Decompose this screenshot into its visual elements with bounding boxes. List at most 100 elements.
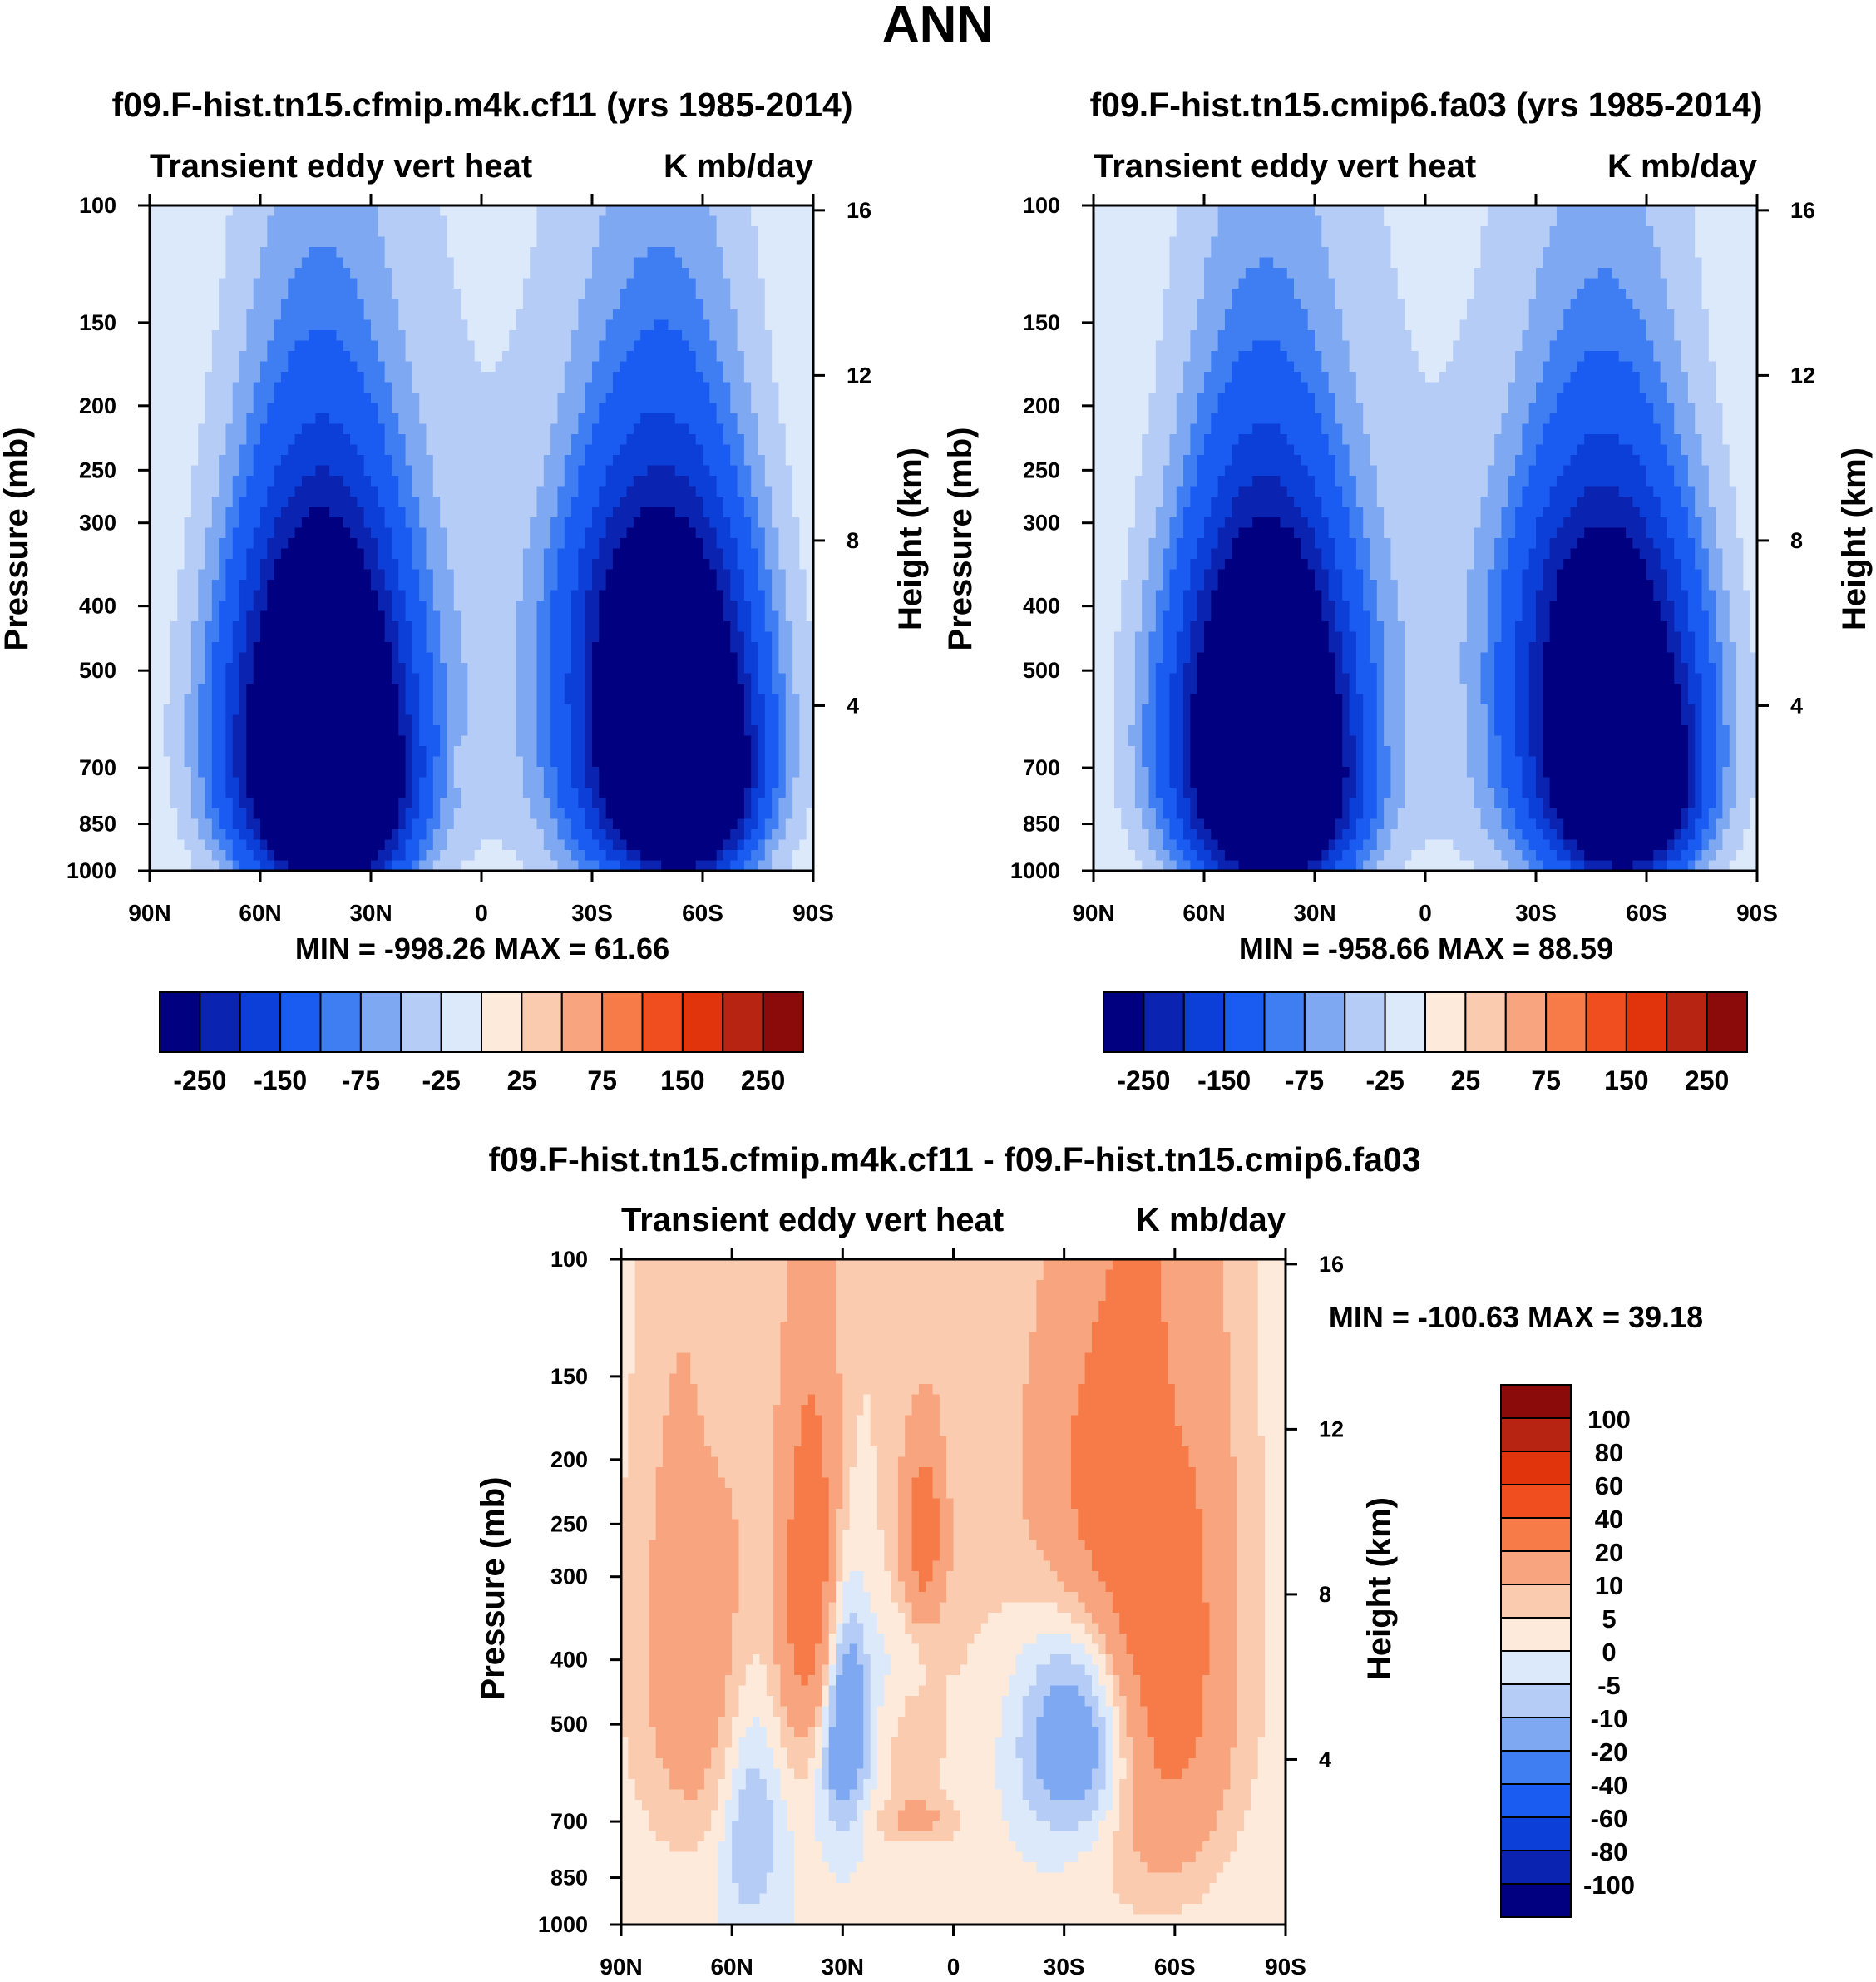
contour-cell — [357, 361, 386, 373]
contour-cell — [599, 413, 641, 425]
contour-cell — [1217, 393, 1316, 404]
contour-cell — [536, 486, 559, 497]
contour-cell — [426, 818, 441, 830]
contour-cell — [432, 829, 448, 841]
contour-cell — [1549, 839, 1564, 851]
contour-cell — [1105, 1654, 1113, 1666]
contour-cell — [876, 1727, 899, 1738]
contour-cell — [585, 767, 600, 778]
contour-cell — [585, 444, 620, 456]
contour-cell — [1022, 1384, 1079, 1396]
contour-cell — [426, 850, 441, 862]
contour-cell — [1701, 299, 1758, 310]
contour-cell — [732, 1768, 747, 1780]
contour-cell — [792, 798, 814, 809]
contour-cell — [612, 839, 628, 851]
contour-cell — [1176, 663, 1184, 675]
contour-cell — [536, 684, 551, 695]
contour-cell — [773, 1560, 788, 1572]
contour-cell — [1405, 860, 1474, 872]
contour-cell — [1169, 268, 1205, 279]
contour-cell — [1487, 829, 1509, 841]
contour-cell — [939, 1394, 1024, 1406]
contour-cell — [578, 839, 600, 851]
contour-cell — [260, 247, 309, 259]
contour-cell — [738, 1883, 768, 1895]
contour-cell — [1022, 1405, 1079, 1416]
contour-cell — [787, 1634, 822, 1645]
contour-cell — [150, 434, 199, 446]
contour-cell — [1701, 278, 1758, 289]
contour-cell — [773, 1602, 788, 1614]
contour-cell — [732, 1664, 747, 1676]
contour-cell — [621, 1747, 629, 1759]
contour-cell — [564, 517, 593, 529]
contour-cell — [773, 1456, 795, 1468]
contour-cell — [1182, 1768, 1232, 1780]
contour-cell — [1036, 1675, 1093, 1687]
contour-cell — [939, 1810, 961, 1821]
contour-cell — [1405, 694, 1468, 705]
contour-cell — [738, 1581, 774, 1593]
contour-cell — [792, 476, 814, 487]
contour-cell — [1459, 663, 1482, 675]
contour-cell — [787, 1259, 837, 1271]
contour-cell — [822, 1581, 837, 1593]
contour-cell — [753, 1654, 761, 1666]
contour-cell — [280, 299, 365, 310]
contour-cell — [1695, 642, 1710, 654]
contour-cell — [426, 434, 551, 446]
contour-cell — [799, 714, 814, 726]
contour-cell — [863, 1643, 885, 1655]
contour-cell — [1543, 642, 1668, 654]
contour-cell — [1708, 631, 1716, 643]
contour-cell — [1515, 517, 1537, 529]
contour-cell — [1050, 1789, 1086, 1801]
contour-cell — [1701, 767, 1716, 778]
contour-cell — [695, 278, 731, 289]
y2-tick-label: 12 — [847, 363, 871, 388]
contour-cell — [1112, 1654, 1134, 1666]
panel-1-axes: 90N 60N 30N 0 30S 60S 90S100150200250300400500… — [67, 193, 871, 926]
contour-cell — [1133, 1737, 1155, 1749]
contour-cell — [225, 580, 240, 591]
contour-cell — [1043, 1706, 1093, 1718]
contour-cell — [1459, 642, 1488, 654]
contour-cell — [461, 788, 524, 799]
contour-cell — [738, 1810, 774, 1821]
contour-cell — [1169, 580, 1191, 591]
contour-cell — [592, 257, 634, 269]
contour-cell — [870, 1592, 892, 1604]
contour-cell — [1232, 361, 1295, 373]
contour-cell — [1009, 1675, 1037, 1687]
contour-cell — [1163, 486, 1177, 497]
contour-cell — [225, 569, 247, 581]
contour-cell — [1729, 860, 1758, 872]
contour-cell — [329, 413, 378, 425]
y-tick-label: 700 — [550, 1809, 588, 1834]
contour-cell — [732, 1498, 774, 1510]
contour-cell — [432, 569, 455, 581]
contour-cell — [1252, 340, 1281, 352]
contour-cell — [1722, 704, 1737, 716]
contour-cell — [550, 694, 565, 705]
contour-cell — [274, 860, 289, 872]
contour-cell — [732, 1821, 774, 1832]
contour-cell — [1148, 788, 1157, 799]
contour-cell — [219, 486, 234, 497]
contour-cell — [822, 1758, 830, 1770]
contour-cell — [1342, 652, 1357, 664]
contour-cell — [764, 850, 773, 862]
contour-cell — [856, 1436, 871, 1447]
contour-cell — [716, 476, 738, 487]
contour-cell — [391, 289, 462, 300]
contour-cell — [849, 1509, 878, 1520]
contour-cell — [246, 559, 261, 571]
contour-cell — [578, 413, 600, 425]
contour-cell — [1237, 1540, 1266, 1551]
contour-cell — [412, 631, 427, 643]
y-tick-label: 400 — [1023, 594, 1060, 619]
contour-cell — [1494, 434, 1523, 446]
contour-cell — [1259, 257, 1274, 269]
contour-cell — [836, 1696, 864, 1708]
